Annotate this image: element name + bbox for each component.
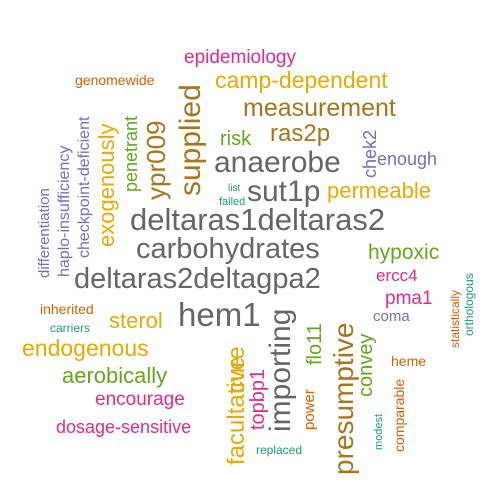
word-supplied: supplied [174,84,207,196]
word-facultative: facultative [223,356,250,465]
word-topbp1: topbp1 [247,368,269,430]
word-sterol: sterol [109,308,163,333]
word-carriers: carriers [50,321,91,335]
word-comparable: comparable [391,378,407,452]
word-heme: heme [391,353,427,369]
word-deltaras2deltagpa2: deltaras2deltagpa2 [74,263,321,295]
word-checkpoint-deficient: checkpoint-deficient [76,116,93,258]
word-presumptive: presumptive [328,322,359,475]
word-differentiation: differentiation [36,188,53,278]
word-chek2: chek2 [360,129,380,178]
word-dosage-sensitive: dosage-sensitive [56,417,192,437]
word-aerobically: aerobically [62,363,168,388]
word-convey: convey [355,333,377,397]
word-list: list [228,183,241,194]
word-genomewide: genomewide [75,72,155,88]
word-ypr009: ypr009 [141,120,171,201]
word-replaced: replaced [256,443,303,457]
word-orthologous: orthologous [462,273,476,336]
word-exogenously: exogenously [94,123,119,247]
word-ras2p: ras2p [270,120,331,147]
word-enough: enough [377,149,438,169]
word-sut1p: sut1p [247,175,321,208]
word-measurement: measurement [243,94,396,122]
word-hypoxic: hypoxic [368,241,440,264]
word-anaerobe: anaerobe [214,146,341,179]
word-penetrant: penetrant [121,115,141,192]
word-failed: failed [219,196,246,208]
word-deltaras1deltaras2: deltaras1deltaras2 [130,202,386,237]
word-carbohydrates: carbohydrates [136,233,320,265]
word-risk: risk [220,128,252,150]
word-encourage: encourage [95,389,185,410]
word-haplo-insufficiency: haplo-insufficiency [56,145,73,277]
word-importing: importing [264,308,297,432]
word-statistically: statistically [448,289,462,348]
word-pma1: pma1 [385,288,433,309]
word-endogenous: endogenous [22,335,149,361]
word-modest: modest [373,413,385,450]
word-ercc4: ercc4 [376,266,418,285]
word-power: power [301,389,318,430]
word-inherited: inherited [40,301,94,317]
word-permeable: permeable [327,178,431,203]
word-coma: coma [373,308,410,325]
word-hem1: hem1 [178,296,261,333]
word-flo11: flo11 [304,323,326,365]
word-epidemiology: epidemiology [184,47,296,68]
word-camp-dependent: camp-dependent [215,67,388,93]
